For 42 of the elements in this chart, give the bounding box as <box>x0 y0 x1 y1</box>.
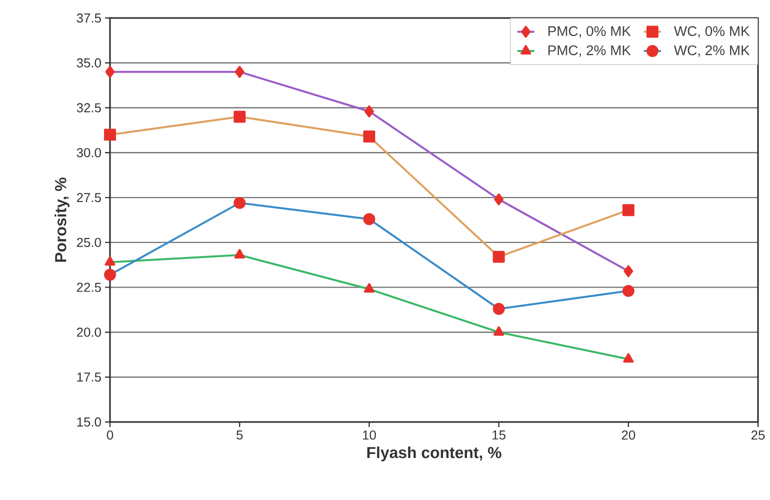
x-tick-label: 25 <box>751 430 765 440</box>
point <box>493 326 504 336</box>
point <box>234 110 246 123</box>
legend-label: WC, 0% MK <box>674 26 750 38</box>
legend-label: PMC, 0% MK <box>548 26 631 38</box>
point <box>624 265 634 278</box>
point <box>234 196 246 209</box>
y-tick-label: 15.0 <box>77 417 101 427</box>
point <box>622 284 634 297</box>
point <box>234 66 244 78</box>
legend-label: WC, 2% MK <box>674 45 750 57</box>
y-tick-label: 35.0 <box>76 58 101 68</box>
y-tick-label: 37.5 <box>76 13 101 23</box>
x-tick-label: 0 <box>106 430 114 440</box>
point <box>104 128 116 141</box>
y-tick-label: 25.0 <box>76 238 101 248</box>
point <box>622 204 634 216</box>
y-tick-label: 20.0 <box>76 328 101 337</box>
x-tick-label: 20 <box>622 430 636 440</box>
y-tick-label: 27.5 <box>76 192 101 202</box>
point <box>363 130 376 142</box>
point <box>364 105 374 118</box>
y-tick-label: 32.5 <box>76 103 101 112</box>
y-tick-label: 30.0 <box>76 148 101 158</box>
point <box>104 256 116 266</box>
y-tick-label: 17.5 <box>77 372 101 382</box>
point <box>492 250 505 263</box>
point <box>623 353 634 363</box>
point <box>492 302 505 315</box>
point <box>363 213 376 226</box>
x-axis-title: Flyash content, % <box>367 446 502 462</box>
x-tick-label: 15 <box>492 430 506 440</box>
point <box>494 193 504 206</box>
y-axis-title: Porosity, % <box>54 178 70 262</box>
point <box>104 268 116 281</box>
point <box>364 283 375 293</box>
point <box>105 66 115 78</box>
legend-label: PMC, 2% MK <box>548 45 631 57</box>
point <box>234 249 245 258</box>
x-tick-label: 10 <box>362 430 376 440</box>
x-tick-label: 5 <box>236 430 243 440</box>
y-tick-label: 22.5 <box>76 282 101 292</box>
